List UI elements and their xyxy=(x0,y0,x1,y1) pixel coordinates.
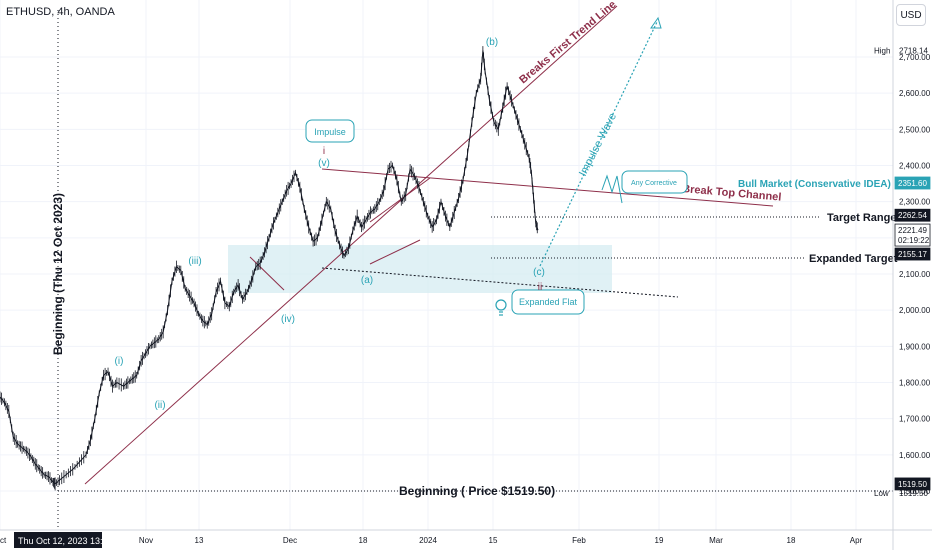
y-tick-label: 1,700.00 xyxy=(899,415,931,424)
price-tag xyxy=(894,208,931,222)
any-corrective-box xyxy=(621,170,688,194)
bull-market-label: Bull Market (Conservative IDEA) xyxy=(738,179,891,190)
cursor-date-label: Thu Oct 12, 2023 13:00 xyxy=(18,536,113,546)
price-axis[interactable]: 1,500.00 1,600.00 1,700.00 1,800.00 1,900.00… xyxy=(899,53,931,496)
x-tick-label: 15 xyxy=(489,536,498,545)
wave-label: (c) xyxy=(533,267,545,278)
wave-label: (iii) xyxy=(188,256,201,267)
y-tick-label: 2,600.00 xyxy=(899,89,931,98)
y-tick-label: 1,900.00 xyxy=(899,342,931,351)
price-tag-label: Low xyxy=(874,489,889,498)
x-tick-label: 13 xyxy=(195,536,204,545)
any-corrective-label: Any Corrective xyxy=(631,180,677,187)
price-tag-value: 2262.54 xyxy=(898,211,927,220)
impulse-box xyxy=(305,119,355,143)
wave-label: (ii) xyxy=(154,400,165,411)
impulse-box-label: Impulse xyxy=(314,127,346,137)
impulse-wave-label: Impulse Wave xyxy=(577,111,619,178)
wedge-line-top xyxy=(369,177,431,223)
wave-label: (v) xyxy=(318,158,330,169)
price-tag-value: 1519.50 xyxy=(899,489,928,498)
x-tick-label: Apr xyxy=(850,536,863,545)
y-tick-label: 2,100.00 xyxy=(899,270,931,279)
y-tick-label: 2,400.00 xyxy=(899,162,931,171)
x-tick-label: Mar xyxy=(709,536,723,545)
wave-label: (iv) xyxy=(281,314,295,325)
arrow-head-icon xyxy=(650,16,662,29)
x-tick-label: Feb xyxy=(572,536,586,545)
price-tag xyxy=(894,223,931,247)
breaks-first-trend-line-label: Breaks First Trend Line xyxy=(517,0,618,86)
price-tag xyxy=(894,247,931,261)
expanded-flat-box xyxy=(511,289,585,315)
trend-line-1 xyxy=(84,5,618,485)
impulse-wave-arrow xyxy=(539,21,658,267)
price-tag-value: 2155.17 xyxy=(898,250,927,259)
price-tag-label: High xyxy=(874,46,890,55)
target-range-label: Target Range xyxy=(827,212,896,224)
price-line xyxy=(0,50,539,485)
x-tick-label: ct xyxy=(0,536,7,545)
price-tags: High 2718.14 2351.60 2262.54 2221.4902:19:22… xyxy=(874,46,931,498)
cursor-date-tag xyxy=(14,532,102,548)
beginning-price-label: Beginning ( Price $1519.50) xyxy=(399,484,555,498)
wave-label: (i) xyxy=(115,356,124,367)
time-axis[interactable]: ct Nov 13 Dec 18 2024 15 Feb 19 Mar 18 Apr xyxy=(0,536,863,545)
chart-title: ETHUSD, 4h, OANDA xyxy=(6,6,115,18)
x-tick-label: Nov xyxy=(139,536,153,545)
price-tag-value: 2718.14 xyxy=(899,46,928,55)
y-tick-label: 2,700.00 xyxy=(899,53,931,62)
x-tick-label: Dec xyxy=(283,536,297,545)
wedge-line-bottom xyxy=(369,239,421,265)
y-tick-label: 1,500.00 xyxy=(899,487,931,496)
corrective-zigzag-icon xyxy=(601,174,623,204)
price-tag-value: 1519.50 xyxy=(898,480,927,489)
price-tag-value: 2351.60 xyxy=(898,179,927,188)
currency-button[interactable]: USD xyxy=(896,4,926,26)
price-tag-sub: 02:19:22 xyxy=(898,236,930,245)
wave-label: ii xyxy=(538,282,542,293)
wave-label: (a) xyxy=(361,275,373,286)
x-tick-label: 19 xyxy=(655,536,664,545)
bottom-channel-line xyxy=(321,267,679,298)
expanded-target-label: Expanded Target xyxy=(809,253,898,265)
y-tick-label: 1,800.00 xyxy=(899,379,931,388)
price-tag xyxy=(894,176,931,190)
wave-label: (b) xyxy=(486,37,498,48)
y-tick-label: 2,500.00 xyxy=(899,125,931,134)
y-tick-label: 2,300.00 xyxy=(899,198,931,207)
x-tick-label: 18 xyxy=(359,536,368,545)
beginning-vertical-label: Beginning (Thu 12 Oct 2023) xyxy=(51,193,65,355)
x-tick-label: 18 xyxy=(787,536,796,545)
wave-labels: (i) (ii) (iii) (iv) (v)i (a) (b) (c) ii xyxy=(115,37,545,411)
expanded-flat-label: Expanded Flat xyxy=(519,297,578,307)
y-tick-label: 2,000.00 xyxy=(899,306,931,315)
iv-line xyxy=(249,256,285,291)
lightbulb-icon xyxy=(495,299,507,316)
y-tick-label: 1,600.00 xyxy=(899,451,931,460)
price-wicks xyxy=(0,46,538,491)
x-tick-label: 2024 xyxy=(419,536,437,545)
wave-label: i xyxy=(323,146,325,157)
price-tag xyxy=(894,477,931,491)
target-zone xyxy=(228,245,612,293)
price-tag-value: 2221.49 xyxy=(898,226,927,235)
